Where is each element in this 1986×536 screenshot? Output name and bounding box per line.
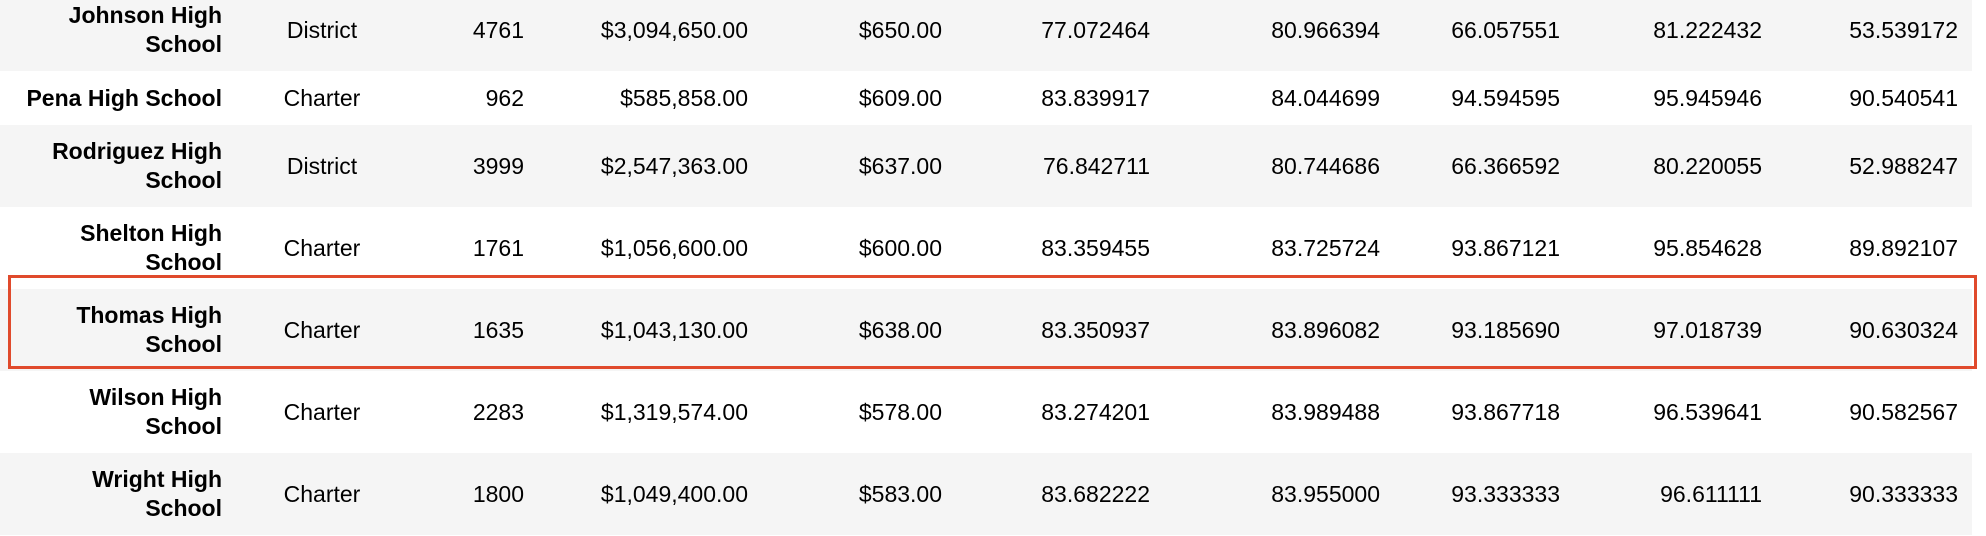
overall-passing-rate: 90.582567: [1849, 398, 1958, 425]
per-student-budget: $578.00: [858, 398, 942, 425]
overall-passing-rate: 89.892107: [1849, 234, 1958, 261]
total-students: 962: [485, 84, 524, 111]
percent-passing-math: 93.867718: [1451, 398, 1560, 425]
school-name: Johnson High School: [68, 2, 222, 57]
school-type: Charter: [283, 316, 361, 343]
average-math-score: 83.682222: [1041, 480, 1150, 507]
school-type: Charter: [283, 480, 361, 507]
average-reading-score: 83.896082: [1271, 316, 1380, 343]
table-row: Pena High School Charter 962 $585,858.00…: [0, 71, 1972, 125]
overall-passing-rate: 53.539172: [1849, 16, 1958, 43]
average-math-score: 83.274201: [1041, 398, 1150, 425]
percent-passing-reading: 80.220055: [1653, 152, 1762, 179]
school-name: Wright High School: [92, 466, 222, 521]
per-student-budget: $650.00: [858, 16, 942, 43]
average-reading-score: 83.989488: [1271, 398, 1380, 425]
total-budget: $3,094,650.00: [600, 16, 748, 43]
overall-passing-rate: 52.988247: [1849, 152, 1958, 179]
table-row: Johnson High School District 4761 $3,094…: [0, 0, 1972, 71]
school-type: Charter: [283, 84, 361, 111]
school-type: District: [286, 152, 358, 179]
total-budget: $1,043,130.00: [600, 316, 748, 343]
percent-passing-math: 93.333333: [1451, 480, 1560, 507]
per-student-budget: $638.00: [858, 316, 942, 343]
total-students: 1761: [472, 234, 524, 261]
school-type: District: [286, 16, 358, 43]
percent-passing-reading: 81.222432: [1653, 16, 1762, 43]
percent-passing-reading: 96.611111: [1660, 480, 1762, 507]
school-type: Charter: [283, 398, 361, 425]
school-name: Rodriguez High School: [52, 138, 222, 193]
percent-passing-reading: 95.854628: [1653, 234, 1762, 261]
average-reading-score: 83.725724: [1271, 234, 1380, 261]
per-student-budget: $600.00: [858, 234, 942, 261]
table-row: Wright High School Charter 1800 $1,049,4…: [0, 453, 1972, 535]
per-student-budget: $583.00: [858, 480, 942, 507]
percent-passing-reading: 96.539641: [1653, 398, 1762, 425]
average-math-score: 83.839917: [1041, 84, 1150, 111]
average-math-score: 83.350937: [1041, 316, 1150, 343]
table-row: Rodriguez High School District 3999 $2,5…: [0, 125, 1972, 207]
total-budget: $1,049,400.00: [600, 480, 748, 507]
total-budget: $2,547,363.00: [600, 152, 748, 179]
school-name: Thomas High School: [76, 302, 222, 357]
percent-passing-math: 94.594595: [1451, 84, 1560, 111]
school-name: Shelton High School: [80, 220, 222, 275]
average-math-score: 77.072464: [1041, 16, 1150, 43]
total-students: 4761: [472, 16, 524, 43]
total-budget: $585,858.00: [620, 84, 748, 111]
total-students: 1635: [472, 316, 524, 343]
percent-passing-math: 93.185690: [1451, 316, 1560, 343]
percent-passing-math: 66.366592: [1451, 152, 1560, 179]
average-reading-score: 84.044699: [1271, 84, 1380, 111]
average-math-score: 83.359455: [1041, 234, 1150, 261]
average-reading-score: 80.966394: [1271, 16, 1380, 43]
table-row: Shelton High School Charter 1761 $1,056,…: [0, 207, 1972, 289]
total-budget: $1,056,600.00: [600, 234, 748, 261]
average-reading-score: 80.744686: [1271, 152, 1380, 179]
total-students: 1800: [472, 480, 524, 507]
percent-passing-reading: 97.018739: [1653, 316, 1762, 343]
overall-passing-rate: 90.540541: [1849, 84, 1958, 111]
average-math-score: 76.842711: [1042, 152, 1150, 179]
percent-passing-math: 66.057551: [1451, 16, 1560, 43]
total-students: 2283: [472, 398, 524, 425]
total-budget: $1,319,574.00: [600, 398, 748, 425]
table-row-highlighted: Thomas High School Charter 1635 $1,043,1…: [0, 289, 1972, 371]
school-name: Pena High School: [26, 84, 222, 111]
school-type: Charter: [283, 234, 361, 261]
per-student-budget: $609.00: [858, 84, 942, 111]
overall-passing-rate: 90.630324: [1849, 316, 1958, 343]
percent-passing-math: 93.867121: [1451, 234, 1560, 261]
per-student-budget: $637.00: [858, 152, 942, 179]
average-reading-score: 83.955000: [1271, 480, 1380, 507]
total-students: 3999: [472, 152, 524, 179]
overall-passing-rate: 90.333333: [1849, 480, 1958, 507]
school-name: Wilson High School: [89, 384, 222, 439]
table-row: Wilson High School Charter 2283 $1,319,5…: [0, 371, 1972, 453]
percent-passing-reading: 95.945946: [1653, 84, 1762, 111]
